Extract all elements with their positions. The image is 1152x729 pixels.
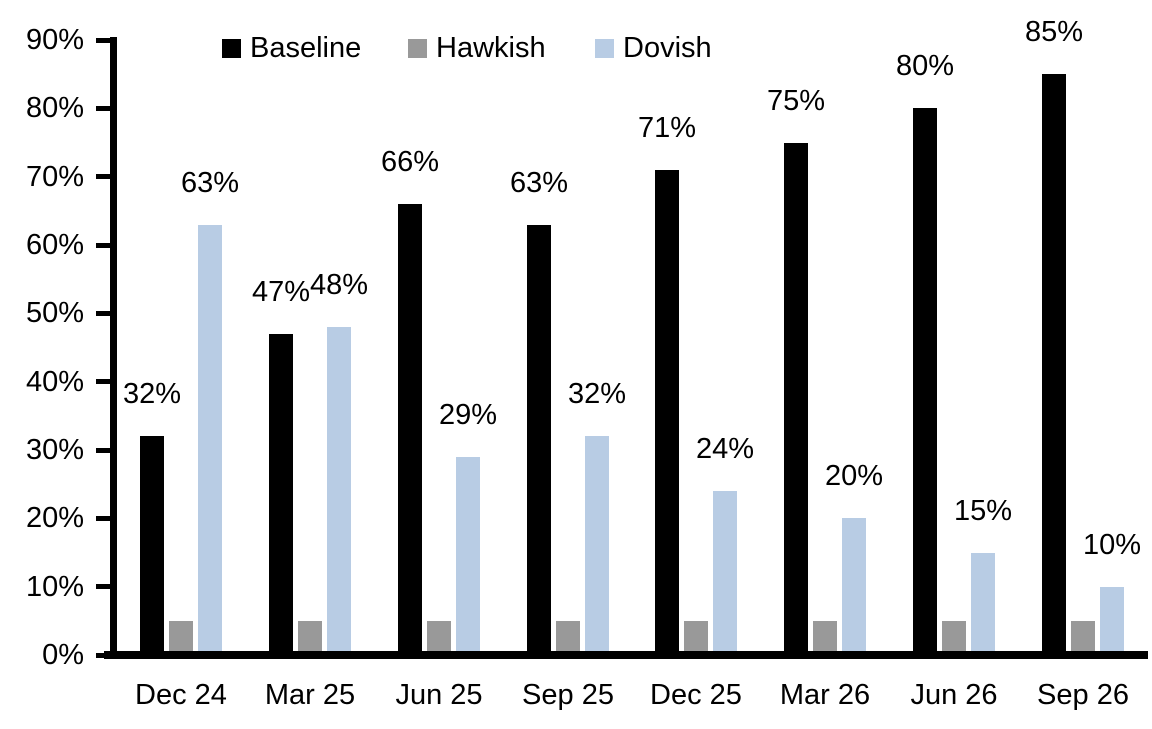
data-label-baseline: 71% bbox=[637, 112, 697, 144]
bar-dovish bbox=[585, 436, 609, 655]
y-tick-label: 0% bbox=[42, 639, 84, 671]
legend-swatch-dovish bbox=[595, 38, 614, 58]
legend-label-baseline: Baseline bbox=[250, 31, 362, 64]
bar-baseline bbox=[913, 108, 937, 655]
data-label-dovish: 10% bbox=[1082, 529, 1142, 561]
bar-baseline bbox=[398, 204, 422, 655]
y-axis-tick bbox=[96, 311, 110, 316]
bar-hawkish bbox=[1071, 621, 1095, 655]
legend-swatch-baseline bbox=[222, 38, 241, 58]
y-tick-label: 30% bbox=[25, 434, 84, 466]
bar-dovish bbox=[1100, 587, 1124, 655]
legend-label-dovish: Dovish bbox=[623, 31, 712, 64]
x-category-label: Mar 25 bbox=[264, 679, 356, 711]
bar-hawkish bbox=[169, 621, 193, 655]
legend-item-baseline: Baseline bbox=[222, 32, 361, 64]
data-label-dovish: 20% bbox=[824, 460, 884, 492]
y-tick-label: 50% bbox=[25, 297, 84, 329]
y-axis-line bbox=[110, 37, 117, 659]
bar-baseline bbox=[784, 143, 808, 656]
y-tick-label: 20% bbox=[25, 502, 84, 534]
y-tick-label: 70% bbox=[25, 161, 84, 193]
bar-dovish bbox=[713, 491, 737, 655]
y-axis-tick bbox=[96, 584, 110, 589]
data-label-dovish: 15% bbox=[953, 495, 1013, 527]
legend-item-hawkish: Hawkish bbox=[408, 32, 546, 64]
data-label-dovish: 24% bbox=[695, 433, 755, 465]
y-tick-label: 10% bbox=[25, 571, 84, 603]
x-category-label: Sep 25 bbox=[522, 679, 614, 711]
bar-hawkish bbox=[942, 621, 966, 655]
bar-hawkish bbox=[684, 621, 708, 655]
x-category-label: Jun 26 bbox=[910, 679, 998, 711]
data-label-dovish: 63% bbox=[180, 167, 240, 199]
bar-hawkish bbox=[556, 621, 580, 655]
bar-dovish bbox=[971, 553, 995, 656]
bar-baseline bbox=[1042, 74, 1066, 655]
bar-dovish bbox=[456, 457, 480, 655]
bar-baseline bbox=[140, 436, 164, 655]
bar-dovish bbox=[198, 225, 222, 656]
y-tick-label: 80% bbox=[25, 92, 84, 124]
data-label-dovish: 29% bbox=[438, 399, 498, 431]
legend-swatch-hawkish bbox=[408, 38, 427, 58]
bar-hawkish bbox=[298, 621, 322, 655]
data-label-dovish: 48% bbox=[309, 269, 369, 301]
data-label-baseline: 66% bbox=[380, 146, 440, 178]
bar-hawkish bbox=[813, 621, 837, 655]
legend-item-dovish: Dovish bbox=[595, 32, 712, 64]
y-tick-label: 40% bbox=[25, 366, 84, 398]
x-category-label: Dec 25 bbox=[650, 679, 742, 711]
bar-hawkish bbox=[427, 621, 451, 655]
bar-baseline bbox=[527, 225, 551, 656]
y-axis-tick bbox=[96, 653, 110, 658]
x-axis-line bbox=[104, 651, 1148, 659]
data-label-baseline: 75% bbox=[766, 85, 826, 117]
y-axis-tick bbox=[96, 106, 110, 111]
x-category-label: Mar 26 bbox=[779, 679, 871, 711]
y-axis-tick bbox=[96, 243, 110, 248]
y-axis-tick bbox=[96, 38, 110, 43]
bar-dovish bbox=[842, 518, 866, 655]
bar-baseline bbox=[269, 334, 293, 655]
x-category-label: Sep 26 bbox=[1037, 679, 1129, 711]
legend-label-hawkish: Hawkish bbox=[436, 31, 546, 64]
y-axis-tick bbox=[96, 516, 110, 521]
y-axis-tick bbox=[96, 174, 110, 179]
x-category-label: Jun 25 bbox=[395, 679, 483, 711]
bar-dovish bbox=[327, 327, 351, 655]
data-label-baseline: 85% bbox=[1024, 16, 1084, 48]
data-label-baseline: 63% bbox=[509, 167, 569, 199]
data-label-dovish: 32% bbox=[567, 378, 627, 410]
y-tick-label: 90% bbox=[25, 24, 84, 56]
bar-baseline bbox=[655, 170, 679, 655]
x-category-label: Dec 24 bbox=[135, 679, 227, 711]
y-axis-tick bbox=[96, 448, 110, 453]
data-label-baseline: 80% bbox=[895, 50, 955, 82]
y-axis-tick bbox=[96, 379, 110, 384]
data-label-baseline: 32% bbox=[122, 378, 182, 410]
y-tick-label: 60% bbox=[25, 229, 84, 261]
data-label-baseline: 47% bbox=[251, 276, 311, 308]
